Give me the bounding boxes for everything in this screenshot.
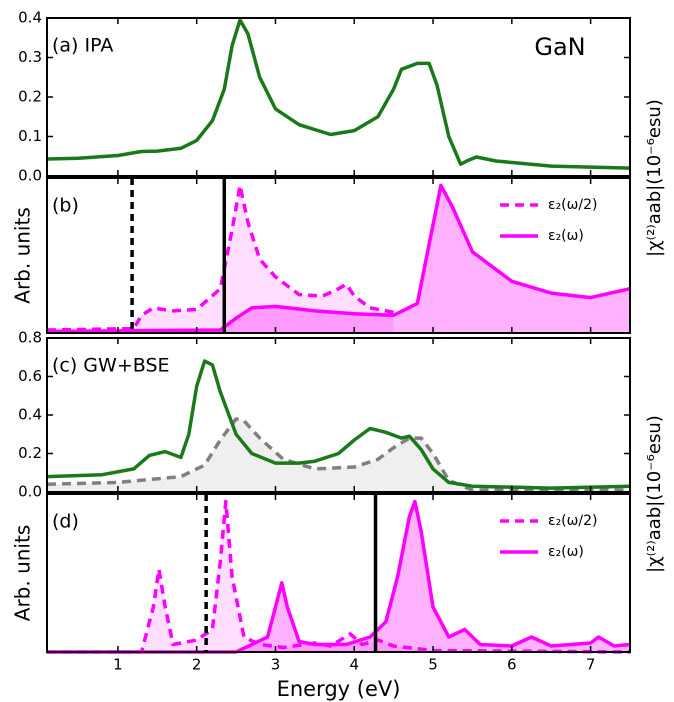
legend-label: ε₂(ω) — [548, 544, 584, 560]
x-tick-label: 1 — [113, 656, 123, 674]
x-tick-label: 4 — [349, 656, 359, 674]
right-axis-label: |χ⁽²⁾aab|(10⁻⁶esu) — [644, 99, 665, 257]
panel-label: (b) — [52, 195, 79, 217]
y-tick-label: 0.0 — [18, 483, 42, 501]
y-tick-label: 0.4 — [18, 9, 42, 27]
line — [47, 499, 631, 654]
panel-frame — [46, 493, 631, 653]
panel-label: (a) IPA — [52, 35, 113, 57]
right-axis-label: |χ⁽²⁾aab|(10⁻⁶esu) — [644, 415, 665, 573]
area — [47, 418, 630, 492]
line — [46, 18, 631, 170]
y-axis-label: Arb. units — [11, 207, 35, 303]
y-tick-label: 0.0 — [18, 167, 42, 185]
y-tick-label: 0.8 — [18, 329, 42, 347]
legend-label: ε₂(ω/2) — [548, 197, 597, 213]
y-tick-label: 0.6 — [18, 367, 42, 385]
x-tick-label: 3 — [271, 656, 281, 674]
panel-frame — [46, 177, 631, 334]
area — [47, 501, 630, 652]
panel-label: (c) GW+BSE — [52, 355, 170, 377]
x-tick-label: 6 — [507, 656, 517, 674]
legend-label: ε₂(ω) — [548, 228, 584, 244]
y-tick-label: 0.3 — [18, 48, 42, 66]
line — [47, 499, 631, 654]
panel-label: (d) — [52, 511, 79, 533]
x-tick-label: 2 — [192, 656, 202, 674]
y-tick-label: 0.2 — [18, 88, 42, 106]
y-tick-label: 0.1 — [18, 127, 42, 145]
line — [46, 183, 394, 332]
area — [47, 185, 394, 333]
legend-label: ε₂(ω/2) — [548, 513, 597, 529]
y-tick-label: 0.2 — [18, 444, 42, 462]
line — [46, 359, 631, 490]
x-tick-label: 5 — [428, 656, 438, 674]
area — [47, 501, 630, 652]
chart-title: GaN — [534, 33, 585, 61]
area — [47, 185, 630, 333]
x-tick-label: 7 — [586, 656, 596, 674]
x-axis-label: Energy (eV) — [277, 677, 401, 701]
y-tick-label: 0.4 — [18, 406, 42, 424]
y-axis-label: Arb. units — [11, 525, 35, 621]
line — [46, 183, 631, 334]
